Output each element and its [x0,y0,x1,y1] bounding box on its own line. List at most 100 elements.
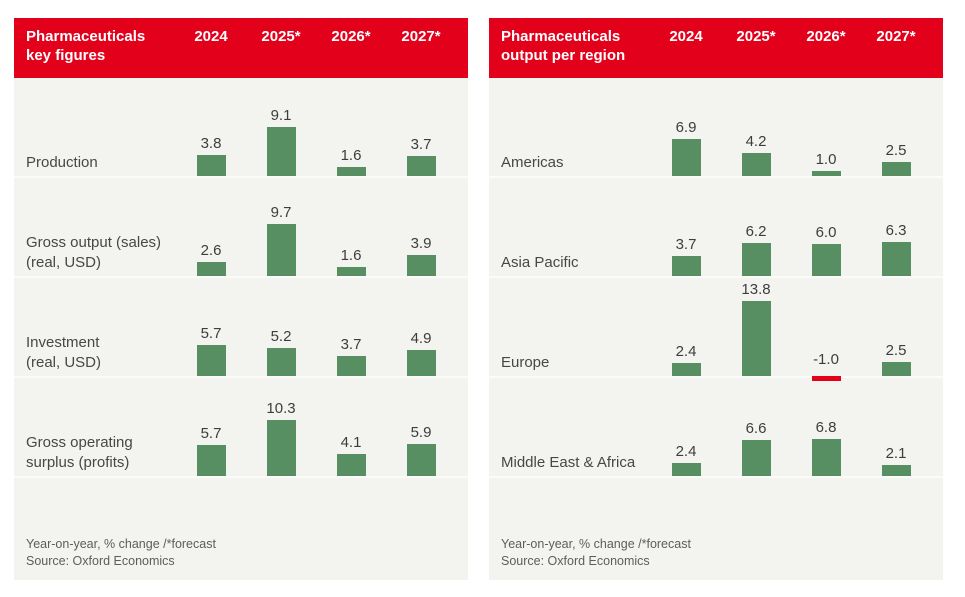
bar-cell: 5.2 [246,278,316,376]
bar-cell: 2.4 [651,278,721,376]
bar [266,127,296,176]
bar-value-label: 2.4 [675,343,697,360]
bar-cell: 3.7 [386,78,456,176]
bar-value-label: 5.9 [410,424,432,441]
bar-cell: 2.4 [651,378,721,476]
bar [881,465,911,476]
bar-cell: 1.6 [316,178,386,276]
bar [741,153,771,176]
bar [811,376,841,381]
bar-value-label: 2.4 [675,443,697,460]
bar-value-label: 9.1 [270,107,292,124]
bar-value-label: 4.2 [745,133,767,150]
bar [741,301,771,376]
bar-cell: 2.6 [176,178,246,276]
bar-cell: 6.8 [791,378,861,476]
bar [811,439,841,476]
bar-value-label: 13.8 [741,281,771,298]
bar [196,445,226,476]
bar-value-label: 1.0 [815,151,837,168]
panel-footer: Year-on-year, % change /*forecast Source… [489,536,943,580]
bar-cell: 6.6 [721,378,791,476]
column-header-2025: 2025* [736,28,776,45]
bar [881,162,911,176]
row-americas: Americas 6.9 4.2 1.0 2.5 [489,78,943,178]
bar [741,243,771,276]
bar [336,267,366,276]
bar-value-label: 3.7 [410,136,432,153]
bar-cell: 5.7 [176,278,246,376]
bar-cell: 10.3 [246,378,316,476]
row-label: Gross output (sales) (real, USD) [26,234,162,271]
row-label: Production [26,153,98,171]
row-label: Asia Pacific [501,253,579,271]
column-header-2024: 2024 [669,28,703,45]
bar-cell: 3.9 [386,178,456,276]
chart-rows: Production 3.8 9.1 1.6 3.7 [14,78,468,478]
source: Source: Oxford Economics [26,554,175,569]
row-europe: Europe 2.4 13.8 -1.0 2.5 [489,278,943,381]
bar-cell: 6.2 [721,178,791,276]
bar-cell: 5.9 [386,378,456,476]
row-label: Gross operating surplus (profits) [26,434,133,471]
bar-value-label: 2.5 [885,342,907,359]
bar-cell: 5.7 [176,378,246,476]
panel-footer: Year-on-year, % change /*forecast Source… [14,536,468,580]
bar-value-label: 5.7 [200,425,222,442]
source: Source: Oxford Economics [501,554,650,569]
panel-spacer [14,478,468,536]
bar-cell: 6.3 [861,178,931,276]
bar-value-label: 10.3 [266,400,296,417]
row-gross-operating-surplus: Gross operating surplus (profits) 5.7 10… [14,378,468,478]
bar-cell: 2.5 [861,278,931,376]
bar-cell: 6.9 [651,78,721,176]
bar [196,262,226,276]
bar [406,350,436,376]
column-header-2026: 2026* [331,28,371,45]
bar-value-label: -1.0 [813,351,839,368]
column-header-2027: 2027* [401,28,441,45]
panel-key-figures: Pharmaceuticals key figures 2024 2025* 2… [14,18,468,580]
footnote: Year-on-year, % change /*forecast [26,537,216,552]
bar-cell: 9.1 [246,78,316,176]
bar-cell: 4.9 [386,278,456,376]
bar-value-label: 2.6 [200,242,222,259]
bar [406,444,436,476]
bar-cell: 1.0 [791,78,861,176]
bar-value-label: 3.8 [200,135,222,152]
bar-cell: -1.0 [791,278,861,381]
charts-page: Pharmaceuticals key figures 2024 2025* 2… [14,18,943,580]
bar [266,224,296,276]
bar-value-label: 5.7 [200,325,222,342]
bar-value-label: 3.7 [340,336,362,353]
bar [266,348,296,376]
footnote: Year-on-year, % change /*forecast [501,537,691,552]
column-header-2027: 2027* [876,28,916,45]
bar-cell: 3.7 [316,278,386,376]
bar [811,171,841,176]
bar-value-label: 2.1 [885,445,907,462]
chart-rows: Americas 6.9 4.2 1.0 2.5 [489,78,943,478]
bar [671,463,701,476]
bar [881,362,911,376]
bar-cell: 9.7 [246,178,316,276]
bar [741,440,771,476]
bar [336,167,366,176]
bar [266,420,296,476]
row-gross-output: Gross output (sales) (real, USD) 2.6 9.7… [14,178,468,278]
bar-value-label: 4.1 [340,434,362,451]
bar-cell: 13.8 [721,278,791,376]
column-header-2026: 2026* [806,28,846,45]
row-label: Europe [501,353,550,371]
bar [811,244,841,276]
bar-value-label: 3.7 [675,236,697,253]
bar [196,155,226,176]
column-header-2024: 2024 [194,28,228,45]
bar-value-label: 3.9 [410,235,432,252]
bar-value-label: 9.7 [270,204,292,221]
row-label: Investment (real, USD) [26,334,102,371]
bar [196,345,226,376]
bar-value-label: 1.6 [340,147,362,164]
bar-cell: 3.7 [651,178,721,276]
bar-value-label: 6.9 [675,119,697,136]
